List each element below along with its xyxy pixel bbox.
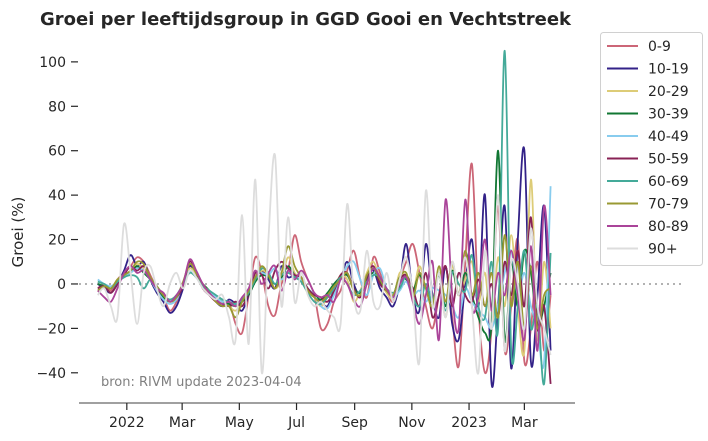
x-tick-label: Mar: [169, 415, 196, 431]
x-tick-label: Sep: [341, 415, 368, 431]
plot-area: −40 −20 0 20 40 60 80 100 2022 Mar May Jul Sep Nov 202…: [36, 49, 685, 431]
series-line-0-9: [97, 162, 552, 374]
series-line-10-19: [97, 146, 552, 388]
y-tick-label: 20: [48, 233, 66, 249]
x-tick-label: 2023: [451, 415, 487, 431]
legend-label: 90+: [648, 242, 678, 258]
legend-label: 0-9: [648, 39, 671, 55]
legend-label: 30-39: [648, 107, 689, 123]
source-annotation: bron: RIVM update 2023-04-04: [101, 375, 302, 390]
y-tick-label: 40: [48, 188, 66, 204]
chart-title: Groei per leeftijdsgroup in GGD Gooi en …: [40, 9, 572, 30]
y-tick-label: 0: [57, 277, 66, 293]
series-line-80-89: [97, 198, 552, 352]
x-tick-label: 2022: [109, 415, 145, 431]
x-tick-label: Nov: [398, 415, 425, 431]
y-tick-label: −20: [36, 321, 66, 337]
x-tick-label: Jul: [287, 415, 305, 431]
legend: 0-9 10-19 20-29 30-39 40-49 50-59 60-69 70-79 80…: [600, 32, 703, 266]
x-tick-label: Mar: [511, 415, 538, 431]
legend-label: 60-69: [648, 174, 689, 190]
y-tick-label: 80: [48, 99, 66, 115]
legend-label: 40-49: [648, 129, 689, 145]
legend-label: 80-89: [648, 219, 689, 235]
y-tick-label: 60: [48, 144, 66, 160]
y-tick-label: 100: [39, 55, 66, 71]
y-tick-label: −40: [36, 366, 66, 382]
x-tick-label: May: [225, 415, 254, 431]
y-axis-label: Groei (%): [9, 197, 27, 268]
legend-label: 10-19: [648, 62, 689, 78]
series-line-90+: [97, 152, 552, 375]
legend-label: 50-59: [648, 152, 689, 168]
legend-label: 70-79: [648, 197, 689, 213]
series-line-70-79: [97, 234, 552, 330]
legend-label: 20-29: [648, 84, 689, 100]
